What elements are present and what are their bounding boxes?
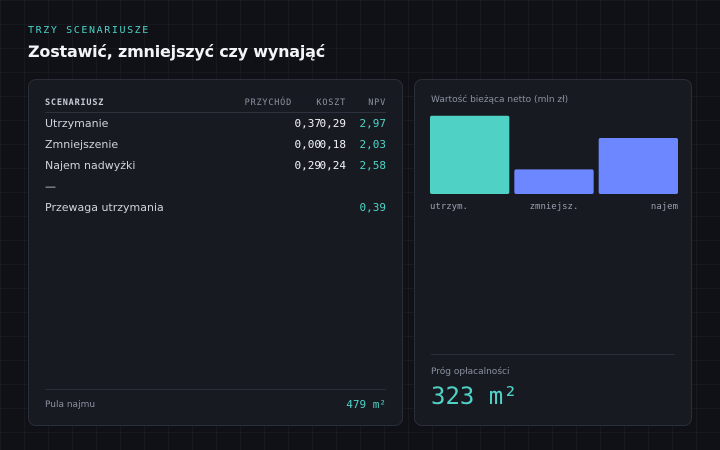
- scenario-name: Zmniejszenie: [45, 138, 119, 151]
- table-row: Zmniejszenie 0,00 0,18 2,03: [29, 138, 402, 154]
- advantage-value: 0,39: [359, 201, 387, 214]
- bar-zmniejsz: [514, 169, 594, 194]
- bar-utrzym: [430, 115, 510, 194]
- przychod-value: 0,29: [294, 159, 322, 172]
- rental-pool-label: Pula najmu: [45, 400, 96, 410]
- dash-divider: —: [45, 180, 56, 193]
- koszt-value: 0,18: [319, 138, 347, 151]
- column-header-scenariusz: SCENARIUSZ: [45, 98, 105, 108]
- card-divider: [431, 354, 675, 355]
- advantage-label: Przewaga utrzymania: [45, 201, 164, 214]
- scenario-name: Utrzymanie: [45, 117, 109, 130]
- breakeven-label: Próg opłacalności: [431, 367, 510, 377]
- x-tick-label: zmniejsz.: [530, 202, 579, 212]
- section-eyebrow: TRZY SCENARIUSZE: [28, 25, 150, 36]
- advantage-row: Przewaga utrzymania 0,39: [29, 201, 402, 217]
- column-header-npv: NPV: [368, 98, 386, 108]
- chart-title: Wartość bieżąca netto (mln zł): [431, 95, 569, 105]
- breakeven-value: 323 m²: [431, 382, 518, 410]
- npv-chart-card: Wartość bieżąca netto (mln zł) utrzym. zm…: [414, 79, 692, 426]
- scenario-table-card: SCENARIUSZ PRZYCHÓD KOSZT NPV Utrzymanie…: [28, 79, 403, 426]
- footer-divider: [45, 389, 386, 390]
- column-header-koszt: KOSZT: [316, 98, 346, 108]
- table-row: Utrzymanie 0,37 0,29 2,97: [29, 117, 402, 133]
- przychod-value: 0,37: [294, 117, 322, 130]
- bar-najem: [598, 138, 678, 194]
- table-divider-row: —: [29, 180, 402, 196]
- npv-bar-chart: utrzym. zmniejsz. najem: [430, 115, 678, 212]
- page-title: Zostawić, zmniejszyć czy wynająć: [28, 42, 326, 61]
- table-row: Najem nadwyżki 0,29 0,24 2,58: [29, 159, 402, 175]
- header-divider: [45, 112, 386, 113]
- koszt-value: 0,24: [319, 159, 347, 172]
- koszt-value: 0,29: [319, 117, 347, 130]
- rental-pool-value: 479 m²: [346, 398, 386, 411]
- x-tick-label: najem: [651, 202, 678, 212]
- npv-value: 2,58: [359, 159, 387, 172]
- x-tick-label: utrzym.: [430, 202, 468, 212]
- przychod-value: 0,00: [294, 138, 322, 151]
- scenario-name: Najem nadwyżki: [45, 159, 136, 172]
- column-header-przychod: PRZYCHÓD: [244, 98, 292, 108]
- npv-value: 2,03: [359, 138, 387, 151]
- npv-value: 2,97: [359, 117, 387, 130]
